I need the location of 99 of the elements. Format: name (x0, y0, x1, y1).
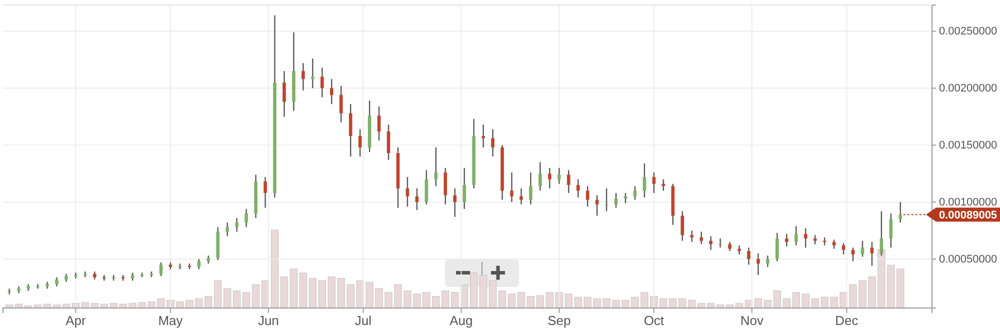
candlestick (784, 233, 788, 248)
candlestick (832, 239, 836, 250)
candlestick (898, 201, 902, 224)
candlestick (538, 162, 542, 192)
bar (308, 278, 317, 308)
candlestick (557, 167, 561, 184)
candlestick (680, 210, 684, 242)
bar (508, 294, 516, 308)
y-tick-label: 0.00150000 (939, 140, 998, 152)
candlestick (756, 252, 760, 276)
candlestick (709, 236, 712, 251)
y-tick-label: 0.00200000 (939, 82, 998, 95)
candlestick (320, 67, 324, 98)
bar (299, 272, 308, 308)
candlestick (529, 172, 532, 205)
candlestick (386, 124, 390, 161)
candlestick (880, 210, 884, 256)
candlestick (462, 167, 466, 210)
candlestick (747, 247, 750, 266)
bar (280, 276, 288, 308)
candlestick (889, 212, 893, 248)
bar (773, 290, 782, 308)
candlestick (444, 167, 448, 205)
candlestick (718, 238, 722, 248)
candlestick (159, 262, 163, 277)
candlestick (548, 167, 552, 189)
x-tick-label: Aug (450, 313, 473, 328)
bar (498, 290, 506, 308)
candlestick (794, 225, 798, 246)
annotation: 0.00089005 (938, 210, 998, 222)
bar (526, 296, 535, 308)
candlestick (311, 58, 314, 89)
x-tick-label: Jul (354, 313, 372, 328)
candlestick (614, 192, 618, 208)
bar (546, 292, 554, 308)
bar (290, 268, 298, 308)
candlestick (652, 172, 656, 194)
x-tick-label: Oct (644, 313, 664, 328)
candlestick (700, 231, 703, 245)
candlestick (842, 242, 846, 256)
candlestick (244, 208, 248, 228)
candlestick (36, 283, 40, 290)
candlestick (520, 188, 523, 205)
candlestick (776, 232, 779, 262)
candlestick (226, 222, 230, 237)
candlestick (491, 128, 494, 158)
candlestick (595, 194, 599, 216)
candlestick (851, 247, 855, 262)
x-tick-label: Jun (258, 313, 279, 328)
candlestick (282, 70, 286, 118)
candlestick (738, 244, 741, 256)
candlestick (84, 270, 87, 278)
candlestick (358, 128, 362, 158)
candlestick (264, 176, 267, 208)
y-tick-label: 0.00250000 (939, 26, 998, 38)
candlestick (377, 106, 381, 142)
candlestick (26, 283, 30, 292)
candlestick (406, 176, 410, 208)
x-tick-label: Sep (548, 313, 571, 328)
candlestick (348, 104, 352, 158)
candlestick (434, 146, 438, 187)
bar (470, 272, 478, 308)
candlestick (604, 188, 608, 212)
bar (536, 295, 544, 308)
candlestick (576, 178, 580, 198)
x-tick-label: Dec (835, 313, 859, 328)
candlestick (586, 186, 590, 208)
bar (488, 280, 497, 308)
candlestick (804, 228, 808, 248)
bar (270, 230, 279, 308)
x-tick-label: Nov (740, 313, 764, 328)
y-tick-label: 0.00100000 (939, 196, 998, 209)
candlestick (690, 230, 694, 243)
candlestick (860, 240, 864, 258)
candlestick (766, 255, 770, 268)
candlestick (566, 170, 570, 194)
x-tick-label: Apr (66, 313, 86, 328)
candlestick (339, 85, 343, 123)
candlestick (8, 288, 11, 295)
candlestick (633, 186, 637, 200)
candlestick (870, 241, 874, 266)
bar (242, 292, 250, 308)
candlestick (482, 124, 485, 148)
candlestick (74, 272, 78, 279)
candlestick (330, 78, 334, 105)
bar (479, 274, 488, 308)
candlestick (235, 217, 238, 232)
x-tick-label: May (158, 313, 184, 328)
candlestick (55, 276, 58, 287)
candlestick (302, 62, 305, 92)
y-tick-label: 0.00050000 (939, 254, 998, 266)
candlestick (642, 162, 646, 198)
candlestick (453, 188, 457, 218)
candlestick (510, 172, 514, 203)
bar (252, 284, 260, 308)
bar (517, 292, 526, 308)
candlestick (813, 234, 817, 245)
bar (232, 290, 241, 308)
candlestick (728, 241, 732, 252)
